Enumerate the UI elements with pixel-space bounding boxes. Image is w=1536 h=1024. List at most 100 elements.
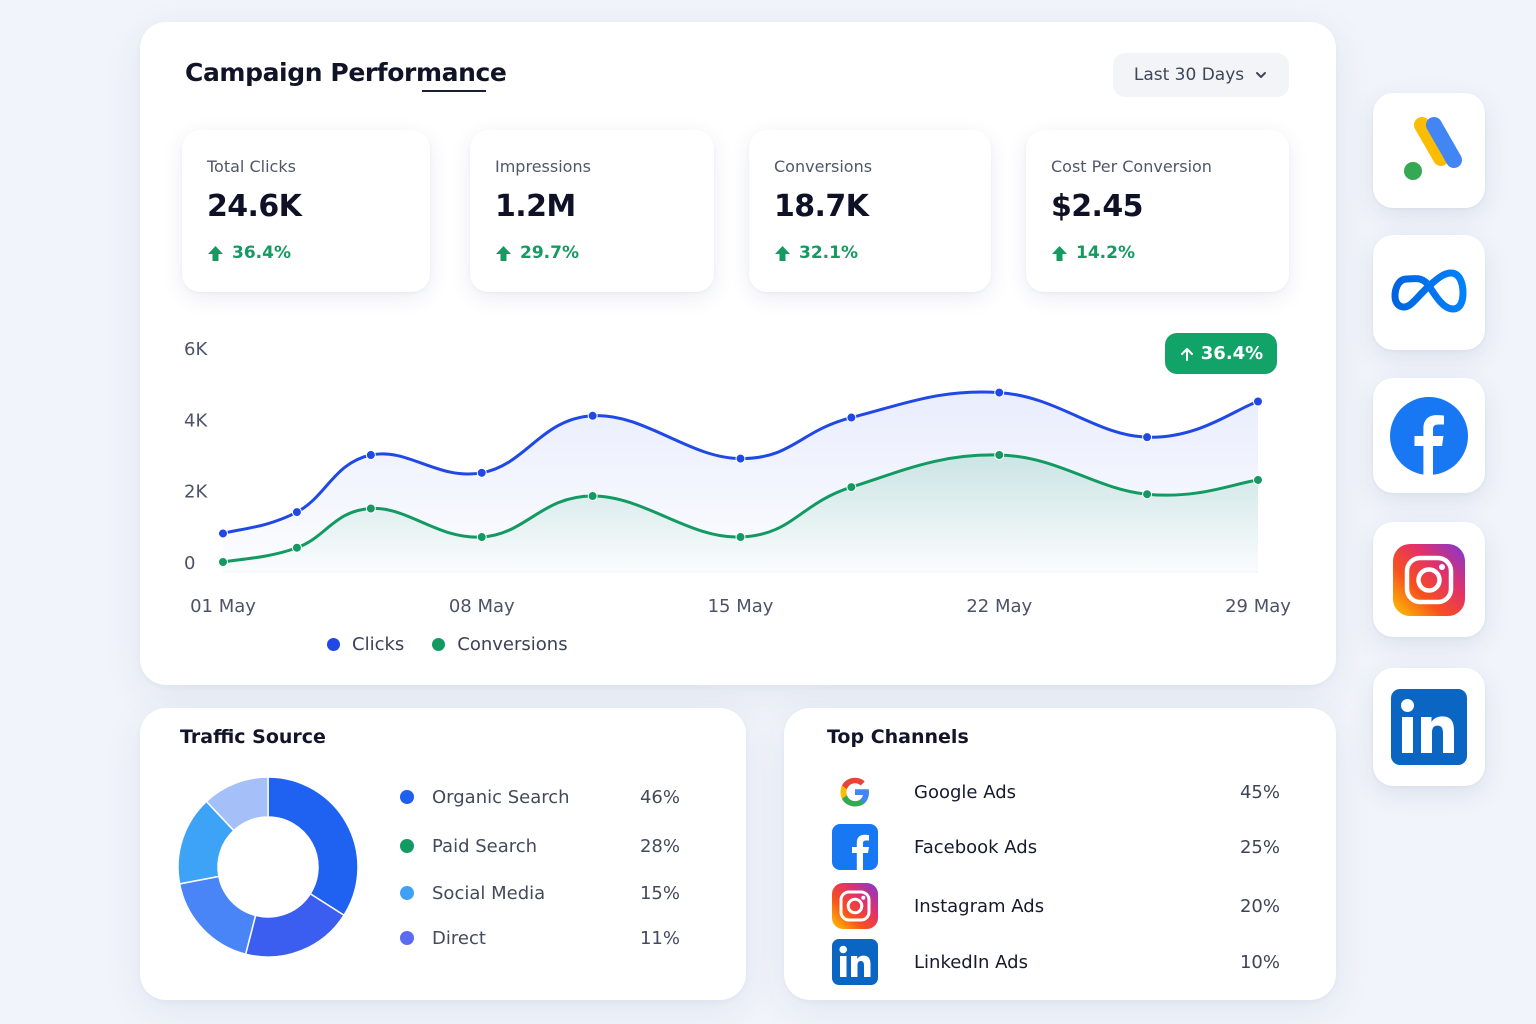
- chart-legend: Clicks Conversions: [327, 634, 568, 655]
- google-ads-icon: [1404, 116, 1462, 180]
- google-icon: [832, 769, 878, 815]
- source-swatch: [400, 886, 414, 900]
- arrow-up-icon: [208, 245, 223, 261]
- kpi-change-value: 36.4%: [232, 243, 291, 263]
- legend-item-clicks[interactable]: Clicks: [327, 634, 404, 655]
- channel-row-instagram-ads[interactable]: Instagram Ads 20%: [832, 882, 1280, 930]
- donut-slice[interactable]: [267, 776, 359, 917]
- data-point-conversions: [476, 532, 487, 543]
- linkedin-icon: [832, 939, 878, 985]
- arrow-up-icon: [1180, 347, 1193, 361]
- source-name: Direct: [432, 927, 486, 949]
- data-point-clicks: [994, 387, 1005, 398]
- data-point-clicks: [1253, 396, 1263, 407]
- chevron-down-icon: [1256, 72, 1267, 78]
- title-underline: [422, 90, 486, 92]
- data-point-clicks: [1142, 432, 1153, 443]
- linkedin-icon: [1391, 689, 1467, 765]
- channel-row-facebook-ads[interactable]: Facebook Ads 25%: [832, 823, 1280, 871]
- google-ads-tile[interactable]: [1373, 93, 1485, 208]
- x-tick-label: 15 May: [708, 596, 774, 617]
- source-row-direct[interactable]: Direct 11%: [400, 923, 680, 953]
- y-tick-label: 0: [184, 553, 195, 574]
- data-point-clicks: [476, 467, 487, 478]
- meta-tile[interactable]: [1373, 235, 1485, 350]
- area-conversions: [223, 454, 1258, 572]
- donut-slice[interactable]: [205, 776, 269, 832]
- source-pct: 46%: [639, 786, 680, 808]
- data-point-conversions: [587, 491, 598, 502]
- growth-badge: 36.4%: [1165, 333, 1277, 374]
- kpi-label: Impressions: [495, 157, 591, 176]
- kpi-value: 24.6K: [207, 189, 302, 224]
- source-row-social-media[interactable]: Social Media 15%: [400, 878, 680, 908]
- channel-row-linkedin-ads[interactable]: LinkedIn Ads 10%: [832, 938, 1280, 986]
- traffic-source-card: Traffic Source Organic Search 46% Paid S…: [140, 708, 746, 1000]
- data-point-conversions: [994, 450, 1005, 460]
- campaign-performance-card: Campaign Performance Last 30 Days Total …: [140, 22, 1336, 685]
- data-point-conversions: [291, 542, 302, 553]
- kpi-change-value: 32.1%: [799, 243, 858, 263]
- kpi-value: 1.2M: [495, 189, 576, 224]
- kpi-cost-per-conversion[interactable]: Cost Per Conversion $2.45 14.2%: [1026, 130, 1289, 292]
- data-point-conversions: [846, 482, 857, 493]
- series-line-clicks: [221, 390, 1260, 535]
- channel-name: Facebook Ads: [914, 836, 1038, 858]
- linkedin-tile[interactable]: [1373, 668, 1485, 786]
- source-swatch: [400, 790, 414, 804]
- kpi-label: Cost Per Conversion: [1051, 157, 1212, 176]
- badge-value: 36.4%: [1200, 343, 1264, 364]
- top-channels-card: Top Channels Google Ads 45% Facebook Ads…: [784, 708, 1336, 1000]
- y-tick-label: 2K: [184, 482, 208, 503]
- kpi-value: 18.7K: [774, 189, 869, 224]
- source-swatch: [400, 839, 414, 853]
- source-name: Paid Search: [432, 835, 538, 857]
- data-point-clicks: [291, 507, 302, 518]
- facebook-tile[interactable]: [1373, 378, 1485, 493]
- channel-name: LinkedIn Ads: [914, 951, 1028, 973]
- kpi-change: 29.7%: [495, 243, 579, 263]
- section-title: Top Channels: [827, 726, 969, 748]
- kpi-label: Total Clicks: [207, 157, 296, 176]
- source-row-organic-search[interactable]: Organic Search 46%: [400, 782, 680, 812]
- legend-label: Clicks: [352, 634, 405, 655]
- facebook-icon: [832, 824, 878, 870]
- kpi-change: 14.2%: [1051, 243, 1135, 263]
- source-pct: 15%: [639, 882, 680, 904]
- kpi-total-clicks[interactable]: Total Clicks 24.6K 36.4%: [182, 130, 430, 292]
- arrow-up-icon: [496, 245, 511, 261]
- section-title: Traffic Source: [180, 726, 326, 748]
- y-tick-label: 6K: [184, 339, 208, 360]
- data-point-clicks: [218, 528, 228, 539]
- legend-label: Conversions: [457, 634, 568, 655]
- donut-slice[interactable]: [178, 875, 257, 956]
- source-name: Organic Search: [432, 786, 570, 808]
- y-tick-label: 4K: [184, 410, 208, 431]
- instagram-tile[interactable]: [1373, 522, 1485, 637]
- data-point-clicks: [365, 450, 376, 460]
- data-point-conversions: [735, 532, 746, 543]
- kpi-conversions[interactable]: Conversions 18.7K 32.1%: [749, 130, 991, 292]
- source-pct: 28%: [639, 835, 680, 857]
- channel-row-google-ads[interactable]: Google Ads 45%: [832, 768, 1280, 816]
- data-point-conversions: [365, 503, 376, 514]
- series-line-conversions: [221, 453, 1260, 564]
- source-swatch: [400, 931, 414, 945]
- kpi-value: $2.45: [1051, 189, 1144, 224]
- channel-pct: 10%: [1239, 951, 1280, 973]
- arrow-up-icon: [775, 245, 790, 261]
- data-point-conversions: [1142, 489, 1153, 500]
- data-point-conversions: [218, 557, 228, 567]
- kpi-label: Conversions: [774, 157, 873, 176]
- data-point-clicks: [587, 410, 598, 421]
- date-range-dropdown[interactable]: Last 30 Days: [1113, 53, 1289, 97]
- channel-name: Instagram Ads: [914, 895, 1045, 917]
- x-tick-label: 22 May: [966, 596, 1032, 617]
- kpi-impressions[interactable]: Impressions 1.2M 29.7%: [470, 130, 714, 292]
- x-tick-label: 01 May: [190, 596, 256, 617]
- source-row-paid-search[interactable]: Paid Search 28%: [400, 831, 680, 861]
- legend-item-conversions[interactable]: Conversions: [432, 634, 568, 655]
- page-title: Campaign Performance: [185, 58, 507, 87]
- x-tick-label: 08 May: [449, 596, 515, 617]
- line-chart: 6K 4K 2K 0 01 May 08 May 15 May 22 May 29 May: [184, 339, 1291, 617]
